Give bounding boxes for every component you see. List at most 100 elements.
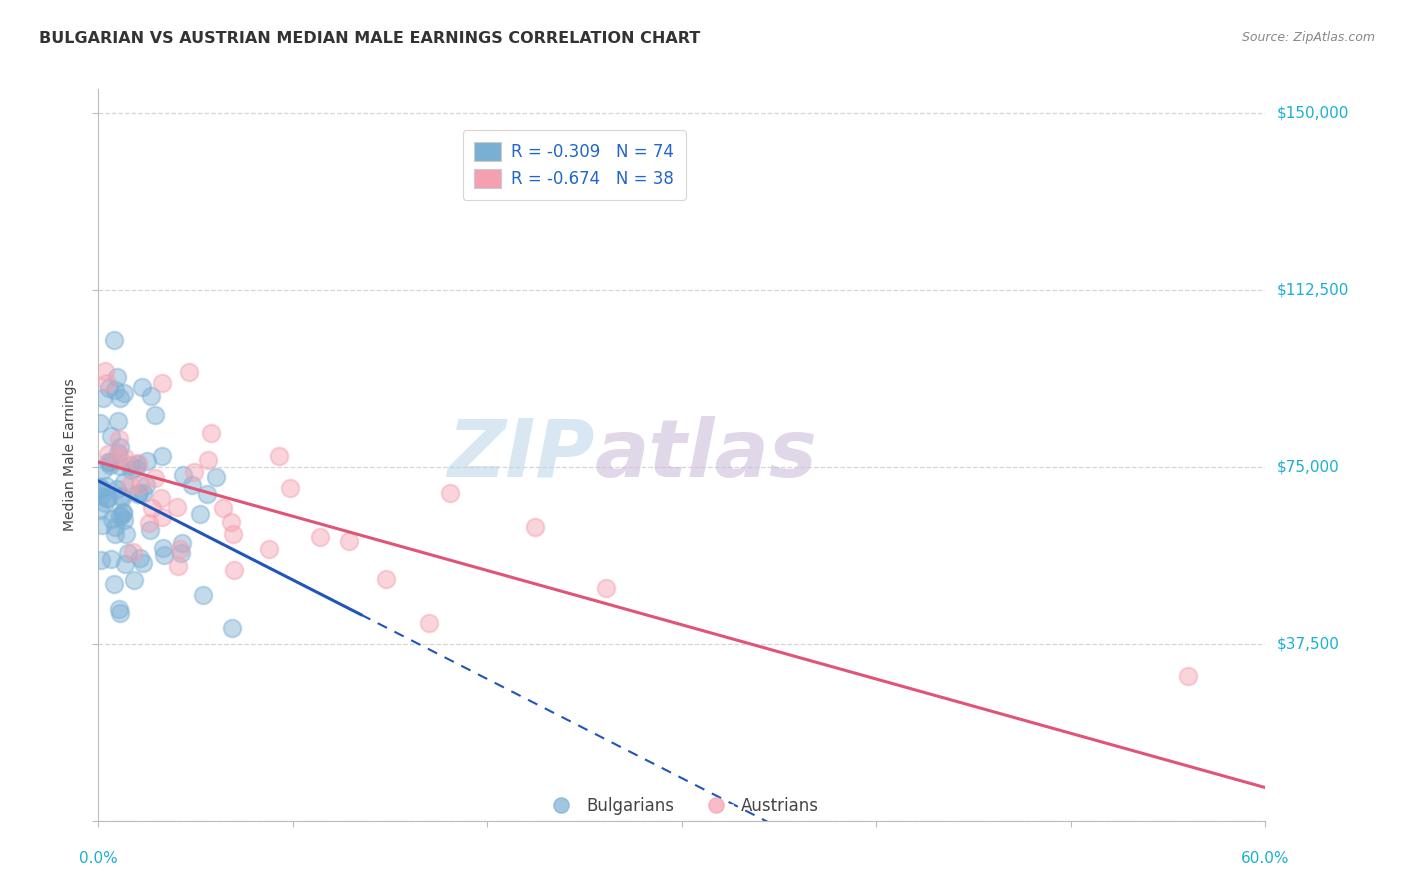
Point: [120, 478, 142, 492]
Point: [98, 380, 121, 394]
Point: [150, 510, 173, 524]
Point: [172, 468, 194, 483]
Point: [132, 486, 155, 500]
Point: [98, 458, 121, 472]
Point: [91, 462, 114, 476]
Point: [90, 518, 112, 533]
Point: [195, 487, 218, 501]
Text: ZIP: ZIP: [447, 416, 595, 494]
Point: [90, 553, 112, 567]
Point: [108, 602, 131, 616]
Point: [110, 441, 132, 455]
Point: [188, 507, 211, 521]
Point: [153, 549, 176, 563]
Point: [97, 447, 120, 461]
Point: [90, 489, 112, 503]
Point: [104, 383, 127, 397]
Point: [141, 501, 163, 516]
Point: [125, 460, 148, 475]
Point: [107, 446, 129, 460]
Point: [108, 458, 131, 473]
Text: $112,500: $112,500: [1277, 282, 1348, 297]
Point: [127, 456, 149, 470]
Point: [112, 475, 135, 489]
Point: [97, 455, 120, 469]
Point: [104, 520, 127, 534]
Point: [152, 541, 174, 556]
Point: [112, 386, 135, 401]
Point: [337, 533, 360, 548]
Point: [127, 487, 149, 501]
Point: [127, 458, 149, 472]
Point: [96, 479, 118, 493]
Point: [103, 577, 125, 591]
Point: [118, 458, 141, 472]
Point: [197, 453, 219, 467]
Point: [212, 501, 235, 516]
Point: [177, 365, 200, 379]
Point: [110, 489, 132, 503]
Point: [193, 588, 215, 602]
Point: [128, 478, 150, 492]
Point: [524, 519, 547, 533]
Point: [89, 503, 111, 517]
Y-axis label: Median Male Earnings: Median Male Earnings: [63, 378, 77, 532]
Point: [100, 512, 122, 526]
Point: [93, 391, 115, 405]
Point: [100, 551, 122, 566]
Point: [128, 485, 150, 500]
Point: [150, 376, 173, 390]
Point: [439, 486, 461, 500]
Text: BULGARIAN VS AUSTRIAN MEDIAN MALE EARNINGS CORRELATION CHART: BULGARIAN VS AUSTRIAN MEDIAN MALE EARNIN…: [39, 31, 700, 46]
Point: [1177, 669, 1199, 683]
Point: [111, 505, 134, 519]
Point: [89, 480, 111, 494]
Point: [375, 572, 398, 586]
Point: [132, 556, 155, 570]
Point: [94, 363, 117, 377]
Text: $37,500: $37,500: [1277, 636, 1340, 651]
Point: [104, 526, 127, 541]
Text: atlas: atlas: [595, 416, 817, 494]
Text: $75,000: $75,000: [1277, 459, 1340, 475]
Point: [143, 471, 166, 485]
Point: [170, 546, 193, 560]
Point: [107, 509, 129, 524]
Point: [111, 491, 134, 505]
Text: 0.0%: 0.0%: [79, 851, 118, 866]
Point: [129, 551, 152, 566]
Point: [308, 530, 330, 544]
Point: [141, 388, 163, 402]
Point: [200, 425, 222, 440]
Point: [108, 606, 131, 620]
Point: [122, 544, 145, 558]
Point: [108, 391, 131, 405]
Legend: Bulgarians, Austrians: Bulgarians, Austrians: [538, 790, 825, 822]
Point: [131, 380, 153, 394]
Point: [138, 523, 160, 537]
Point: [145, 408, 167, 422]
Point: [169, 542, 191, 557]
Point: [418, 615, 440, 630]
Point: [166, 500, 188, 514]
Point: [110, 509, 132, 524]
Point: [117, 546, 139, 560]
Point: [166, 559, 188, 574]
Text: $150,000: $150,000: [1277, 105, 1348, 120]
Point: [172, 536, 194, 550]
Point: [204, 470, 226, 484]
Point: [221, 621, 243, 635]
Point: [150, 449, 173, 463]
Point: [257, 541, 280, 556]
Point: [138, 516, 160, 530]
Point: [97, 491, 120, 506]
Point: [107, 450, 129, 464]
Point: [105, 482, 128, 496]
Point: [136, 454, 159, 468]
Point: [222, 527, 245, 541]
Text: Source: ZipAtlas.com: Source: ZipAtlas.com: [1241, 31, 1375, 45]
Point: [107, 414, 129, 428]
Point: [103, 333, 125, 347]
Point: [219, 515, 242, 529]
Point: [267, 450, 290, 464]
